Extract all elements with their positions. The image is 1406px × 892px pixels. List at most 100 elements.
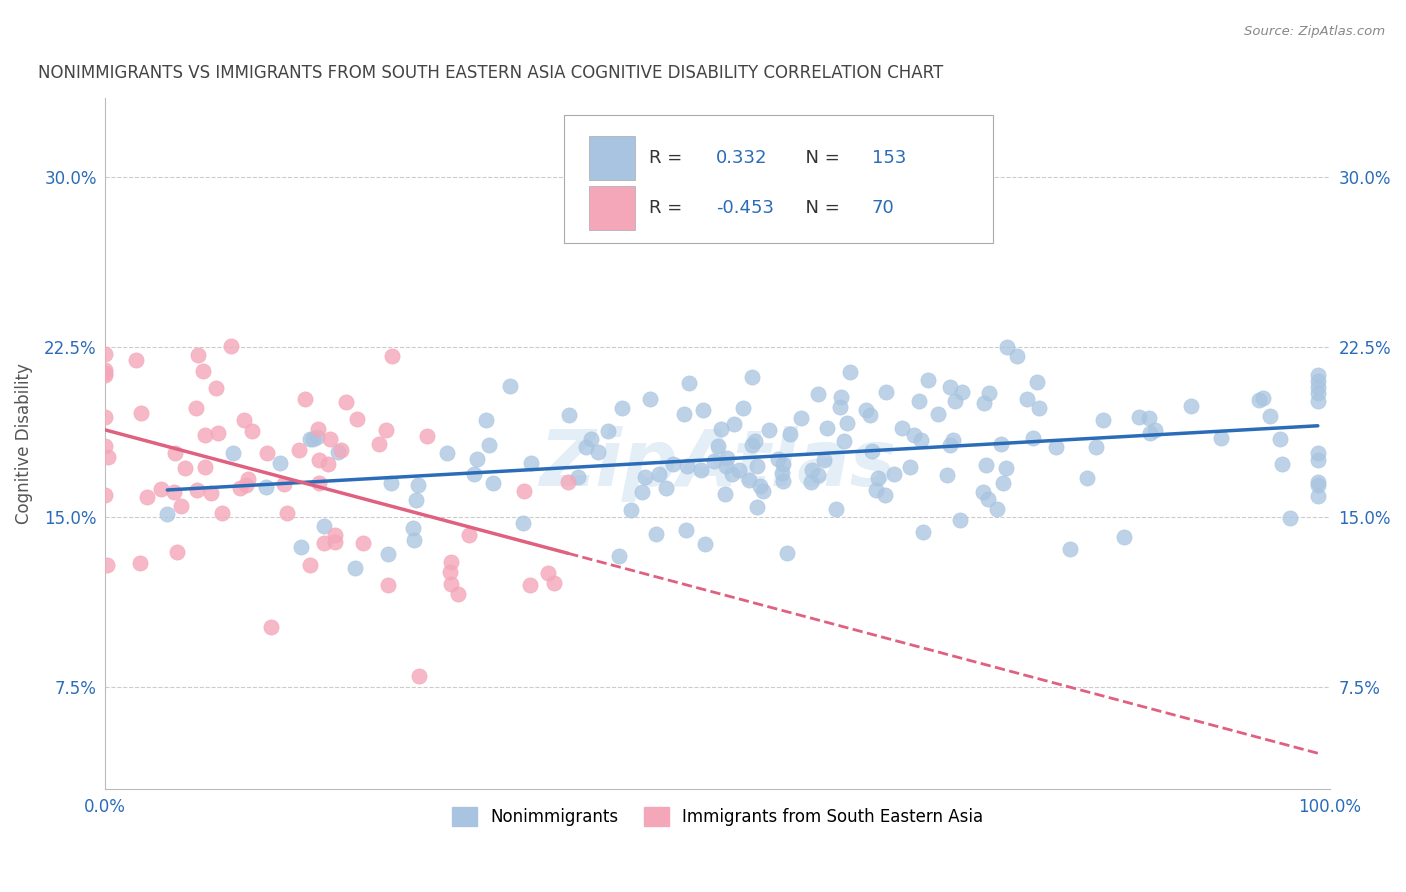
Point: [695, 537, 717, 551]
Point: [1028, 401, 1050, 415]
Point: [910, 433, 932, 447]
Point: [543, 576, 565, 591]
Point: [741, 438, 763, 452]
Point: [314, 519, 336, 533]
Point: [745, 500, 768, 515]
Point: [973, 396, 995, 410]
FancyBboxPatch shape: [564, 115, 993, 243]
Point: [647, 467, 669, 482]
Point: [890, 421, 912, 435]
Point: [94, 410, 117, 425]
Point: [676, 459, 699, 474]
Point: [772, 474, 794, 488]
Point: [94, 363, 117, 377]
Point: [537, 566, 560, 580]
Point: [294, 392, 316, 406]
Point: [748, 479, 770, 493]
Point: [174, 460, 197, 475]
Point: [1306, 380, 1329, 394]
Point: [319, 432, 342, 446]
Point: [733, 401, 755, 415]
Point: [912, 525, 935, 540]
Point: [260, 619, 283, 633]
Point: [482, 476, 505, 491]
Point: [520, 456, 543, 470]
Point: [678, 376, 700, 390]
Point: [308, 453, 330, 467]
Point: [194, 460, 217, 475]
Point: [813, 452, 835, 467]
Point: [467, 452, 489, 467]
Point: [316, 457, 339, 471]
Point: [307, 430, 329, 444]
Point: [1306, 394, 1329, 409]
Point: [436, 445, 458, 459]
Point: [875, 385, 897, 400]
Point: [581, 432, 603, 446]
Point: [1017, 392, 1039, 406]
Point: [655, 481, 678, 495]
Point: [1139, 426, 1161, 441]
Point: [703, 454, 725, 468]
Point: [716, 451, 738, 466]
Point: [1144, 423, 1167, 437]
Point: [149, 482, 172, 496]
Point: [1271, 457, 1294, 471]
Y-axis label: Cognitive Disability: Cognitive Disability: [15, 363, 32, 524]
Point: [1251, 391, 1274, 405]
Point: [232, 413, 254, 427]
Point: [186, 483, 208, 497]
Point: [323, 535, 346, 549]
Point: [610, 401, 633, 416]
Point: [807, 387, 830, 401]
Text: -0.453: -0.453: [716, 199, 775, 217]
Point: [405, 492, 427, 507]
Point: [406, 478, 429, 492]
Point: [367, 437, 389, 451]
Point: [156, 507, 179, 521]
Point: [575, 440, 598, 454]
Point: [381, 350, 404, 364]
Point: [308, 422, 330, 436]
Point: [478, 438, 501, 452]
Point: [1306, 385, 1329, 400]
Point: [1005, 349, 1028, 363]
Text: N =: N =: [793, 149, 845, 167]
Point: [128, 557, 150, 571]
Text: 153: 153: [872, 149, 907, 167]
Point: [800, 475, 823, 490]
Point: [883, 467, 905, 482]
Text: 70: 70: [872, 199, 894, 217]
Point: [1306, 489, 1329, 503]
Point: [1137, 411, 1160, 425]
Point: [990, 436, 1012, 450]
Point: [1306, 446, 1329, 460]
Point: [741, 369, 763, 384]
Point: [772, 457, 794, 471]
Point: [513, 484, 536, 499]
Point: [631, 485, 654, 500]
Point: [557, 475, 579, 489]
Point: [276, 507, 298, 521]
Point: [94, 488, 117, 502]
Text: NONIMMIGRANTS VS IMMIGRANTS FROM SOUTH EASTERN ASIA COGNITIVE DISABILITY CORRELA: NONIMMIGRANTS VS IMMIGRANTS FROM SOUTH E…: [38, 64, 943, 82]
Point: [222, 446, 245, 460]
Point: [240, 424, 263, 438]
Point: [903, 428, 925, 442]
Point: [402, 521, 425, 535]
Point: [207, 425, 229, 440]
Point: [875, 488, 897, 502]
Point: [949, 513, 972, 527]
Point: [645, 527, 668, 541]
Point: [986, 502, 1008, 516]
Point: [475, 413, 498, 427]
Point: [96, 558, 118, 572]
Point: [377, 547, 399, 561]
Point: [834, 434, 856, 449]
Point: [1059, 542, 1081, 557]
Point: [323, 527, 346, 541]
FancyBboxPatch shape: [589, 186, 636, 230]
Point: [860, 443, 883, 458]
Point: [416, 429, 439, 443]
Point: [499, 378, 522, 392]
